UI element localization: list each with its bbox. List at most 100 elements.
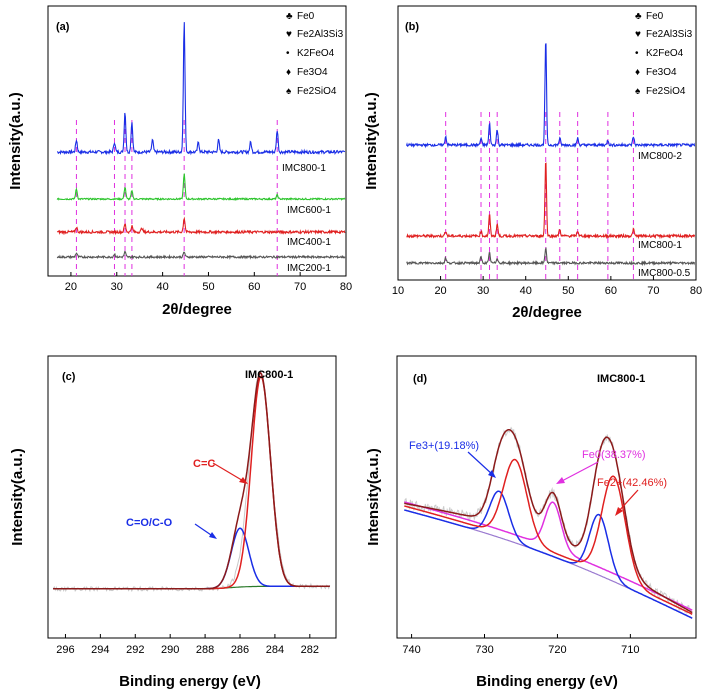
series-d-background xyxy=(404,509,693,619)
legend-a-k2feo4-text: K2FeO4 xyxy=(297,48,335,59)
legend-a-fe2al3si3-symbol: ♥ xyxy=(286,29,292,40)
series-c-envelope xyxy=(53,371,330,590)
legend-b-fe2sio4-symbol: ♠ xyxy=(635,86,641,97)
annotation-d-fe2-arrow xyxy=(617,489,639,513)
annotation-d-fe2-arrowhead xyxy=(615,507,623,516)
series-label-imc800-1: IMC800-1 xyxy=(282,163,326,174)
panel-d-curves xyxy=(403,426,693,619)
x-tick-label-a-30: 30 xyxy=(111,281,123,293)
legend-b-fe2al3si3-symbol: ♥ xyxy=(635,29,641,40)
panel-a-reference-lines xyxy=(75,120,278,276)
panel-a-x-ticks: 20 30 40 50 60 70 80 xyxy=(65,272,352,293)
annotation-c-co-arrowhead xyxy=(209,532,217,539)
panel-a-label: (a) xyxy=(56,21,70,33)
panel-d-title: IMC800-1 xyxy=(597,373,645,385)
annotation-d-fe0-arrowhead xyxy=(556,477,565,484)
annotation-c-co: C=O/C-O xyxy=(126,517,173,529)
legend-b-fe0-text: Fe0 xyxy=(646,11,664,22)
panel-d-label: (d) xyxy=(413,373,427,385)
panel-d-frame xyxy=(396,355,697,639)
panel-c: 296 294 292 290 288 286 284 282 (c) IMC800-1 Bi… xyxy=(9,355,337,690)
x-tick-label-a-70: 70 xyxy=(294,281,306,293)
panel-c-x-ticks: 296 294 292 290 288 286 284 282 xyxy=(56,634,319,656)
legend-a-fe2sio4-symbol: ♠ xyxy=(286,86,292,97)
x-tick-label-b-40: 40 xyxy=(520,285,532,297)
legend-b-fe3o4-symbol: ♦ xyxy=(635,67,640,78)
series-b-imc800-2 xyxy=(405,43,696,149)
x-tick-label-a-20: 20 xyxy=(65,281,77,293)
x-tick-label-c-288: 288 xyxy=(196,644,214,656)
x-tick-label-d-720: 720 xyxy=(548,644,566,656)
legend-b-fe2sio4-text: Fe2SiO4 xyxy=(646,86,686,97)
x-tick-label-a-50: 50 xyxy=(202,281,214,293)
x-tick-label-d-710: 710 xyxy=(621,644,639,656)
annotation-d-fe3-arrow xyxy=(467,451,494,476)
series-a-imc400-1 xyxy=(56,216,346,236)
x-tick-label-d-730: 730 xyxy=(475,644,493,656)
panel-c-title: IMC800-1 xyxy=(245,369,293,381)
annotation-d-fe0: Fe0(38.37%) xyxy=(582,449,646,461)
panel-a-ylabel: Intensity(a.u.) xyxy=(7,92,24,190)
series-label-imc400-1: IMC400-1 xyxy=(287,237,331,248)
panel-b-label: (b) xyxy=(405,21,419,33)
x-tick-label-b-60: 60 xyxy=(605,285,617,297)
panel-b-legend: ♣ Fe0 ♥ Fe2Al3Si3 • K2FeO4 ♦ Fe3O4 ♠ Fe2… xyxy=(635,11,693,97)
panel-c-label: (c) xyxy=(62,371,76,383)
x-tick-label-a-80: 80 xyxy=(340,281,352,293)
series-c-raw xyxy=(52,368,331,593)
series-a-imc800-1 xyxy=(56,22,346,156)
x-tick-label-b-80: 80 xyxy=(690,285,702,297)
series-d-fe2 xyxy=(404,458,693,615)
x-tick-label-b-70: 70 xyxy=(647,285,659,297)
panel-b-xlabel: 2θ/degree xyxy=(512,304,582,321)
x-tick-label-a-60: 60 xyxy=(248,281,260,293)
x-tick-label-b-10: 10 xyxy=(392,285,404,297)
x-tick-label-c-282: 282 xyxy=(301,644,319,656)
legend-b-fe3o4-text: Fe3O4 xyxy=(646,67,677,78)
annotation-c-cc: C=C xyxy=(193,458,215,470)
annotation-d-fe3-arrowhead xyxy=(488,470,496,478)
x-tick-label-b-20: 20 xyxy=(434,285,446,297)
legend-b-k2feo4-text: K2FeO4 xyxy=(646,48,684,59)
panel-c-ylabel: Intensity(a.u.) xyxy=(9,448,26,546)
panel-b: 10 20 30 40 50 60 70 80 (b) 2θ/degree Intensity… xyxy=(363,5,702,321)
legend-b-fe2al3si3-text: Fe2Al3Si3 xyxy=(646,29,693,40)
legend-a-fe3o4-symbol: ♦ xyxy=(286,67,291,78)
series-label-imc600-1: IMC600-1 xyxy=(287,205,331,216)
annotation-c-cc-arrow xyxy=(212,462,246,483)
legend-a-fe0-symbol: ♣ xyxy=(286,11,293,22)
x-tick-label-c-290: 290 xyxy=(161,644,179,656)
x-tick-label-c-296: 296 xyxy=(56,644,74,656)
legend-b-fe0-symbol: ♣ xyxy=(635,11,642,22)
legend-a-k2feo4-symbol: • xyxy=(286,48,290,59)
series-label-imc800-0-5: IMC800-0.5 xyxy=(638,268,691,279)
panel-c-curves xyxy=(52,368,331,593)
panel-b-reference-lines xyxy=(445,112,634,280)
legend-a-fe3o4-text: Fe3O4 xyxy=(297,67,328,78)
annotation-c-cc-arrowhead xyxy=(239,477,248,484)
panel-d-xlabel: Binding energy (eV) xyxy=(476,673,618,690)
series-a-imc200-1 xyxy=(56,250,346,260)
legend-a-fe0-text: Fe0 xyxy=(297,11,315,22)
annotation-d-fe3: Fe3+(19.18%) xyxy=(409,440,479,452)
x-tick-label-a-40: 40 xyxy=(156,281,168,293)
panel-a: 20 30 40 50 60 70 80 (a) 2θ/degree Intensity(a… xyxy=(7,5,352,318)
panel-d: 740 730 720 710 (d) IMC800-1 Binding energy… xyxy=(365,355,697,690)
series-label-imc200-1: IMC200-1 xyxy=(287,263,331,274)
annotation-d-fe0-arrow xyxy=(559,461,599,483)
panel-b-frame xyxy=(397,5,697,281)
x-tick-label-b-50: 50 xyxy=(562,285,574,297)
annotation-d-fe2: Fe2+(42.46%) xyxy=(597,477,667,489)
panel-d-ylabel: Intensity(a.u.) xyxy=(365,448,382,546)
series-b-imc800-0-5 xyxy=(406,247,696,267)
panel-d-x-ticks: 740 730 720 710 xyxy=(402,634,640,656)
series-label-imc800-2: IMC800-2 xyxy=(638,151,682,162)
series-b-imc800-1 xyxy=(406,162,696,240)
x-tick-label-b-30: 30 xyxy=(477,285,489,297)
panel-b-x-ticks: 10 20 30 40 50 60 70 80 xyxy=(392,276,702,297)
panel-b-curves xyxy=(405,43,696,267)
x-tick-label-c-294: 294 xyxy=(91,644,109,656)
panel-b-ylabel: Intensity(a.u.) xyxy=(363,92,380,190)
legend-b-k2feo4-symbol: • xyxy=(635,48,639,59)
